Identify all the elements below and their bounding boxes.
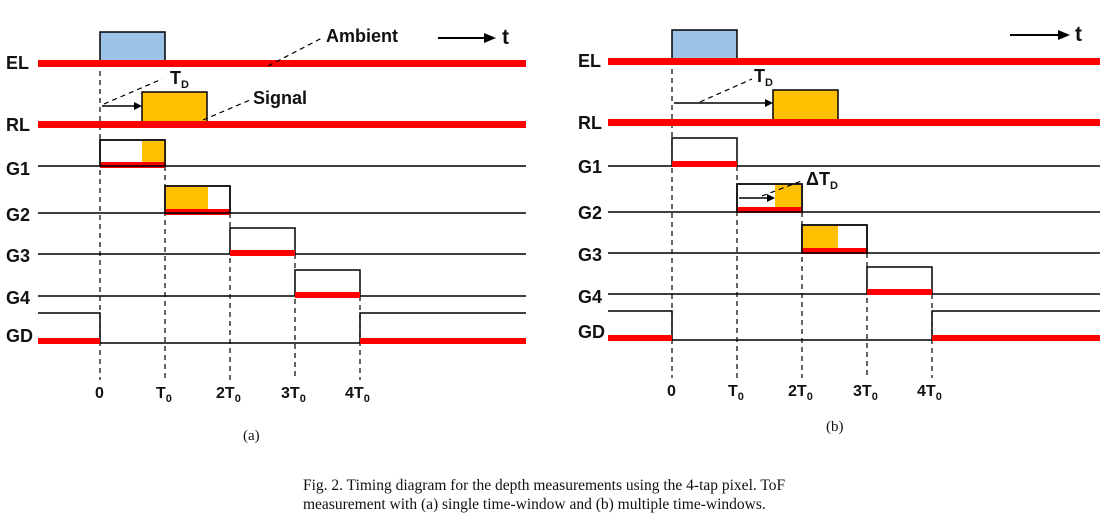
emitted-light-pulse — [671, 29, 738, 61]
tick-0: 0 — [95, 385, 104, 402]
rl-ambient-level — [608, 119, 1100, 126]
panel-a: EL RL G1 G2 G3 G4 GD — [6, 26, 526, 444]
delay-label: TD — [754, 66, 773, 89]
gd-drain-gate — [38, 312, 526, 344]
label-gd: GD — [578, 322, 605, 342]
label-rl: RL — [6, 115, 30, 135]
label-el: EL — [578, 51, 601, 71]
g3-gate-window — [229, 227, 296, 255]
tick-4t0: 4T0 — [917, 383, 942, 403]
emitted-light-pulse — [99, 31, 166, 63]
signal-annotation: Signal — [253, 88, 307, 108]
time-guides — [99, 62, 361, 380]
label-g3: G3 — [578, 245, 602, 265]
label-g1: G1 — [6, 159, 30, 179]
tick-2t0: 2T0 — [216, 385, 241, 405]
label-g1: G1 — [578, 157, 602, 177]
label-el: EL — [6, 53, 29, 73]
g1-ambient-charge — [672, 161, 737, 167]
g3-signal-charge — [803, 226, 838, 248]
delta-delay-label: ΔTD — [806, 169, 838, 192]
ambient-annotation: Ambient — [326, 26, 398, 46]
gd-ambient-before — [608, 335, 672, 341]
gd-ambient-before — [38, 338, 100, 344]
tick-2t0: 2T0 — [788, 383, 813, 403]
gd-ambient-after — [360, 338, 526, 344]
g2-ambient-charge — [737, 207, 802, 213]
reflected-light-pulse — [141, 91, 208, 123]
gd-ambient-after — [932, 335, 1100, 341]
g4-ambient-charge — [867, 289, 932, 295]
delay-label: TD — [170, 68, 189, 91]
label-g4: G4 — [578, 287, 602, 307]
tick-t0: T0 — [728, 383, 744, 403]
panel-b-label: (b) — [826, 419, 844, 435]
tick-3t0: 3T0 — [853, 383, 878, 403]
g4-ambient-charge — [295, 292, 360, 298]
panel-a-label: (a) — [243, 428, 260, 444]
tick-3t0: 3T0 — [281, 385, 306, 405]
gd-drain-gate — [608, 310, 1100, 341]
label-g3: G3 — [6, 246, 30, 266]
figure-caption-line-2: measurement with (a) single time-window … — [303, 496, 766, 513]
g3-ambient-charge — [230, 250, 295, 256]
reflected-light-pulse — [772, 89, 839, 121]
tick-0: 0 — [667, 383, 676, 400]
g1-signal-charge — [142, 141, 165, 162]
figure-caption-line-1: Fig. 2. Timing diagram for the depth mea… — [303, 477, 785, 494]
label-gd: GD — [6, 326, 33, 346]
g1-ambient-charge — [100, 162, 165, 168]
g2-ambient-charge — [165, 209, 230, 215]
label-rl: RL — [578, 113, 602, 133]
label-g4: G4 — [6, 288, 30, 308]
label-g2: G2 — [578, 203, 602, 223]
tick-4t0: 4T0 — [345, 385, 370, 405]
time-axis-label: t — [502, 26, 509, 49]
panel-b: EL RL G1 G2 G3 G4 GD — [578, 23, 1100, 435]
time-axis-label: t — [1075, 23, 1082, 46]
el-ambient-level — [608, 58, 1100, 65]
g2-signal-charge — [166, 187, 208, 209]
label-g2: G2 — [6, 205, 30, 225]
el-ambient-level — [38, 60, 526, 67]
rl-ambient-level — [38, 121, 526, 128]
g2-signal-charge — [775, 185, 801, 207]
g3-ambient-charge — [802, 248, 867, 254]
tick-t0: T0 — [156, 385, 172, 405]
